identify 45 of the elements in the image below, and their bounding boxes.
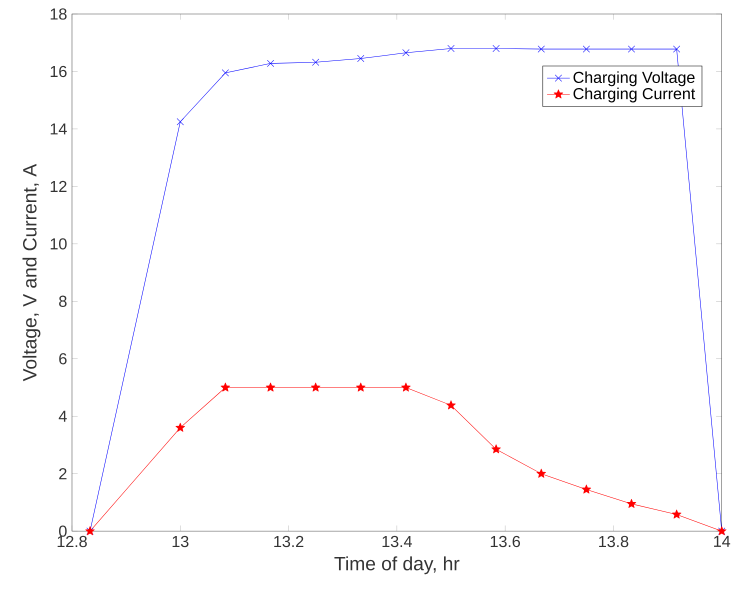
x-axis-title: Time of day, hr — [334, 556, 460, 574]
y-tick-label: 18 — [50, 8, 67, 20]
y-tick-label: 4 — [58, 410, 67, 422]
y-tick-label: 0 — [59, 526, 67, 537]
point — [222, 69, 229, 76]
x-tick-label: 13 — [172, 536, 188, 548]
legend-label: Charging Voltage — [574, 71, 695, 86]
y-tick-label: 10 — [50, 238, 67, 250]
y-axis-title: Voltage, V and Current, A — [22, 164, 40, 382]
point — [446, 400, 456, 410]
point — [176, 118, 184, 126]
x-tick-label: 14 — [714, 536, 730, 547]
y-tick-label: 6 — [59, 353, 67, 364]
y-tick-label: 2 — [59, 468, 66, 480]
x-tick-label: 12.8 — [58, 536, 87, 548]
point — [673, 45, 680, 53]
point — [492, 44, 500, 52]
x-tick-label: 13.8 — [599, 536, 628, 548]
point — [626, 498, 636, 508]
point — [672, 510, 682, 519]
y-tick-label: 8 — [59, 296, 67, 307]
x-tick-label: 13.4 — [382, 536, 412, 548]
point — [402, 49, 410, 56]
point — [220, 382, 230, 392]
point — [536, 468, 546, 478]
point — [582, 484, 592, 494]
point — [266, 60, 274, 67]
point — [266, 382, 276, 392]
y-tick-label: 16 — [50, 66, 67, 78]
point — [310, 382, 320, 392]
point — [356, 382, 366, 392]
legend-label: Charging Current — [574, 88, 696, 102]
point — [401, 382, 411, 392]
point — [447, 44, 455, 52]
point — [582, 45, 590, 53]
x-tick-label: 13.6 — [490, 536, 520, 548]
point — [312, 58, 320, 66]
y-tick-label: 14 — [50, 123, 67, 134]
point — [491, 444, 501, 454]
point — [538, 45, 545, 53]
y-tick-label: 12 — [50, 180, 66, 192]
point — [357, 54, 364, 62]
point — [628, 45, 636, 53]
point — [176, 422, 185, 432]
x-tick-label: 13.2 — [274, 536, 304, 548]
